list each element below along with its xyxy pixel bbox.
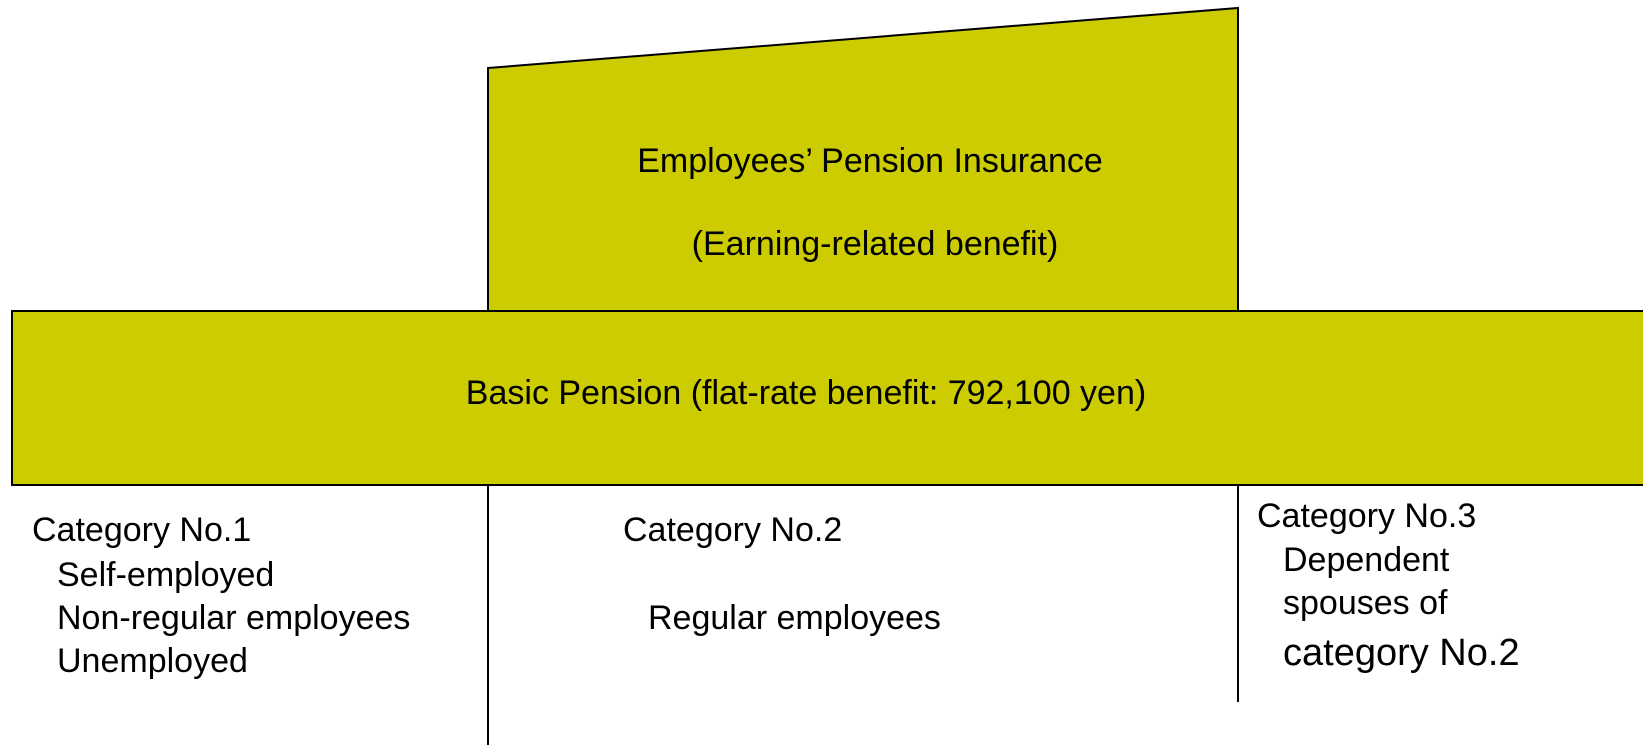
category-member: Regular employees [648,599,941,637]
category-title: Category No.2 [623,511,842,549]
category-member: category No.2 [1283,632,1520,674]
basic-tier-label: Basic Pension (flat-rate benefit: 792,10… [466,374,1146,412]
category-member: Unemployed [57,642,248,680]
category-member: Self-employed [57,556,274,594]
category-member: Dependent [1283,541,1450,579]
category-member: Non-regular employees [57,599,410,637]
category-member: spouses of [1283,584,1448,622]
category-title: Category No.1 [32,511,251,549]
category-title: Category No.3 [1257,497,1476,535]
upper-tier-subtitle: (Earning-related benefit) [692,225,1059,263]
upper-tier-title: Employees’ Pension Insurance [637,142,1103,180]
basic-tier-shape [11,310,1643,486]
